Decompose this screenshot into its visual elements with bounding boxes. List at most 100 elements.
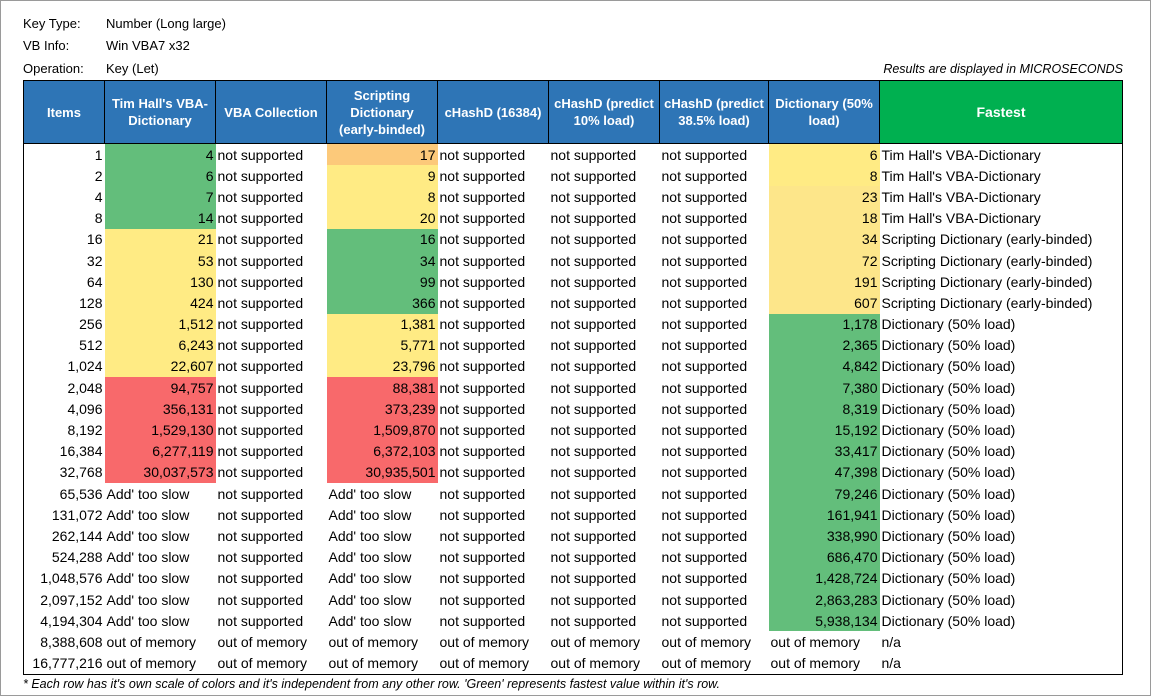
chashd-16384-cell: not supported (439, 316, 526, 333)
fastest-cell: Dictionary (50% load) (879, 398, 1123, 420)
vba-collection-cell: not supported (217, 379, 304, 396)
header-row: Items Tim Hall's VBA-Dictionary VBA Coll… (23, 80, 1123, 144)
chashd-10-cell: not supported (550, 337, 637, 354)
table-row: 16,384 6,277,119 not supported 6,372,103 not… (23, 440, 1123, 462)
chashd-385-cell: not supported (661, 527, 748, 544)
tim-hall-cell: 1,529,130 (104, 419, 216, 441)
tim-hall-cell: 356,131 (104, 398, 216, 420)
dictionary-50-cell: 1,428,724 (768, 567, 880, 589)
items-cell: 65,536 (23, 483, 105, 505)
items-cell: 64 (23, 271, 105, 293)
vba-collection-cell: not supported (217, 210, 304, 227)
table-row: 32,768 30,037,573 not supported 30,935,501 n… (23, 461, 1123, 483)
chashd-385-cell: not supported (661, 443, 748, 460)
tim-hall-cell: 22,607 (104, 355, 216, 378)
table-row: 524,288 Add' too slow not supported Add' to… (23, 546, 1123, 568)
vb-info-label: VB Info: (23, 38, 70, 53)
table-row: 131,072 Add' too slow not supported Add' to… (23, 504, 1123, 526)
items-cell: 256 (23, 313, 105, 335)
fastest-cell: Scripting Dictionary (early-binded) (879, 271, 1123, 293)
chashd-10-cell: not supported (550, 379, 637, 396)
scripting-dictionary-cell: 34 (326, 249, 438, 272)
items-cell: 524,288 (23, 546, 105, 568)
chashd-385-cell: out of memory (659, 652, 769, 675)
fastest-cell: Scripting Dictionary (early-binded) (879, 249, 1123, 272)
vba-collection-cell: not supported (217, 400, 304, 417)
fastest-cell: Dictionary (50% load) (879, 567, 1123, 589)
chashd-16384-cell: not supported (439, 188, 526, 205)
chashd-16384-cell: not supported (439, 443, 526, 460)
tim-hall-cell: 6,277,119 (104, 440, 216, 462)
chashd-385-cell: out of memory (661, 633, 751, 650)
scripting-dictionary-cell: 1,509,870 (326, 419, 438, 441)
table-row: 256 1,512 not supported 1,381 not supported n… (23, 313, 1123, 335)
tim-hall-cell: 53 (104, 249, 216, 272)
chashd-385-cell: not supported (661, 422, 748, 439)
chashd-10-cell: out of memory (550, 633, 640, 650)
chashd-10-cell: not supported (550, 146, 637, 163)
tim-hall-cell: Add' too slow (106, 527, 190, 544)
dictionary-50-cell: 15,192 (768, 419, 880, 441)
tim-hall-cell: 1,512 (104, 313, 216, 335)
items-cell: 16,384 (23, 440, 105, 462)
fastest-cell: Scripting Dictionary (early-binded) (879, 292, 1123, 314)
chashd-10-cell: not supported (550, 591, 637, 608)
tim-hall-cell: 7 (104, 186, 216, 208)
tim-hall-cell: 6,243 (104, 334, 216, 356)
items-cell: 4 (23, 186, 105, 208)
scripting-dictionary-cell: Add' too slow (328, 570, 412, 587)
scripting-dictionary-cell: Add' too slow (328, 485, 412, 502)
dictionary-50-cell: 33,417 (768, 440, 880, 462)
vba-collection-cell: not supported (217, 273, 304, 290)
chashd-10-cell: not supported (550, 527, 637, 544)
table-row: 65,536 Add' too slow not supported Add' too… (23, 483, 1123, 505)
vba-collection-cell: not supported (217, 167, 304, 184)
table-row: 262,144 Add' too slow not supported Add' to… (23, 525, 1123, 547)
col-header-fastest: Fastest (879, 80, 1123, 144)
dictionary-50-cell: out of memory (770, 633, 860, 650)
scripting-dictionary-cell: 99 (326, 271, 438, 293)
chashd-385-cell: not supported (661, 146, 748, 163)
fastest-cell: Dictionary (50% load) (879, 610, 1123, 632)
col-header-chashd-10: cHashD (predict 10% load) (548, 80, 660, 144)
fastest-cell: Tim Hall's VBA-Dictionary (879, 186, 1123, 208)
chashd-10-cell: not supported (550, 358, 637, 375)
col-header-dictionary-50: Dictionary (50% load) (768, 80, 880, 144)
tim-hall-cell: Add' too slow (106, 506, 190, 523)
col-header-vba-collection: VBA Collection (215, 80, 327, 144)
vba-collection-cell: not supported (217, 294, 304, 311)
chashd-16384-cell: not supported (439, 167, 526, 184)
dictionary-50-cell: 1,178 (768, 313, 880, 335)
items-cell: 8,192 (23, 419, 105, 441)
scripting-dictionary-cell: 20 (326, 207, 438, 229)
chashd-10-cell: not supported (550, 316, 637, 333)
footnote: * Each row has it's own scale of colors … (23, 677, 720, 691)
scripting-dictionary-cell: out of memory (326, 652, 438, 675)
fastest-cell: Dictionary (50% load) (879, 504, 1123, 526)
scripting-dictionary-cell: 8 (326, 186, 438, 208)
chashd-16384-cell: not supported (439, 400, 526, 417)
chashd-385-cell: not supported (661, 210, 748, 227)
chashd-10-cell: not supported (550, 188, 637, 205)
vba-collection-cell: not supported (217, 570, 304, 587)
scripting-dictionary-cell: Add' too slow (328, 612, 412, 629)
chashd-10-cell: not supported (550, 273, 637, 290)
scripting-dictionary-cell: Add' too slow (328, 527, 412, 544)
dictionary-50-cell: out of memory (768, 652, 880, 675)
items-cell: 16,777,216 (23, 652, 105, 675)
fastest-cell: Dictionary (50% load) (879, 588, 1123, 611)
chashd-10-cell: not supported (550, 231, 637, 248)
vba-collection-cell: not supported (217, 485, 304, 502)
chashd-16384-cell: not supported (439, 273, 526, 290)
dictionary-50-cell: 2,863,283 (768, 588, 880, 611)
chashd-385-cell: not supported (661, 231, 748, 248)
scripting-dictionary-cell: out of memory (328, 633, 418, 650)
chashd-10-cell: not supported (550, 549, 637, 566)
table-row: 512 6,243 not supported 5,771 not supported n… (23, 334, 1123, 356)
tim-hall-cell: Add' too slow (106, 549, 190, 566)
items-cell: 2,097,152 (23, 588, 105, 611)
vb-info-value: Win VBA7 x32 (106, 38, 190, 53)
chashd-385-cell: not supported (661, 358, 748, 375)
vba-collection-cell: not supported (217, 252, 304, 269)
scripting-dictionary-cell: Add' too slow (328, 591, 412, 608)
